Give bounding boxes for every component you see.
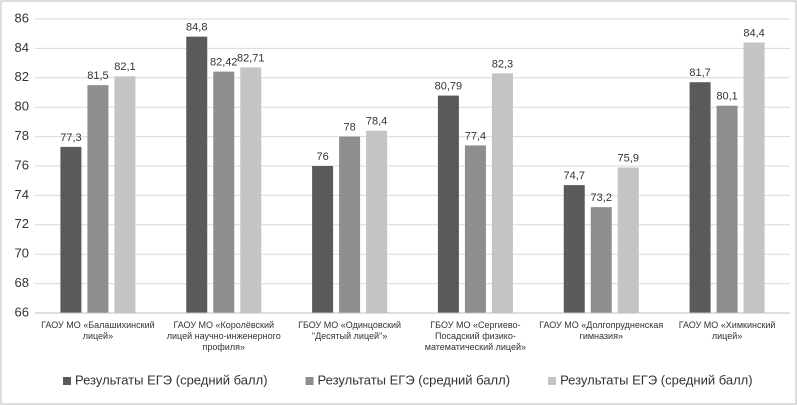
bar — [213, 71, 235, 313]
bar — [689, 82, 711, 314]
x-tick-label: ГАОУ МО «Химкинский лицей» — [678, 320, 776, 341]
y-tick-label: 70 — [15, 246, 29, 261]
bar — [114, 76, 136, 313]
y-tick-label: 72 — [15, 216, 29, 231]
data-label: 78 — [343, 122, 355, 134]
y-tick-label: 84 — [15, 40, 29, 55]
x-tick-label: ГАОУ МО «Балашихинский лицей» — [41, 320, 155, 341]
y-tick-label: 66 — [15, 304, 29, 319]
y-tick-label: 82 — [15, 69, 29, 84]
data-label: 82,71 — [237, 52, 265, 64]
data-label: 74,7 — [564, 170, 585, 182]
legend-label: Результаты ЕГЭ (средний балл) — [318, 372, 511, 387]
bar — [590, 207, 612, 313]
data-label: 75,9 — [618, 152, 639, 164]
data-label: 76 — [316, 151, 328, 163]
y-tick-label: 76 — [15, 157, 29, 172]
data-label: 80,79 — [435, 80, 463, 92]
x-tick-label: ГБОУ МО «Сергиево-Посадский физико-матем… — [424, 320, 527, 352]
data-label: 80,1 — [716, 91, 737, 103]
bar — [60, 146, 82, 313]
data-label: 78,4 — [366, 116, 387, 128]
data-label: 77,3 — [60, 132, 81, 144]
bar — [716, 105, 738, 313]
data-label: 77,4 — [465, 130, 486, 142]
y-tick-label: 78 — [15, 128, 29, 143]
data-label: 81,7 — [689, 67, 710, 79]
legend-label: Результаты ЕГЭ (средний балл) — [75, 372, 268, 387]
data-label: 82,1 — [114, 61, 135, 73]
bar — [186, 36, 208, 313]
y-tick-label: 80 — [15, 99, 29, 114]
data-label: 82,3 — [492, 58, 513, 70]
y-tick-label: 74 — [15, 187, 29, 202]
data-label: 84,4 — [743, 27, 764, 39]
bar — [617, 167, 639, 313]
bar — [339, 136, 361, 313]
data-label: 73,2 — [591, 192, 612, 204]
bar — [743, 42, 765, 314]
legend-swatch — [305, 377, 314, 385]
y-tick-label: 68 — [15, 275, 29, 290]
legend-label: Результаты ЕГЭ (средний балл) — [560, 372, 753, 387]
x-tick-label: ГАОУ МО «Королёвский лицей научно-инжене… — [166, 320, 281, 352]
bar — [563, 185, 585, 313]
x-tick-label: ГБОУ МО «Одинцовский "Десятый лицей"» — [298, 320, 402, 341]
bar — [464, 145, 486, 313]
data-label: 81,5 — [87, 70, 108, 82]
legend-swatch — [548, 377, 557, 385]
x-tick-label: ГАОУ МО «Долгопрудненская гимназия» — [539, 320, 664, 341]
y-tick-label: 86 — [15, 10, 29, 25]
data-label: 84,8 — [186, 22, 207, 34]
data-label: 82,42 — [210, 57, 238, 69]
bar — [240, 67, 262, 313]
bar — [312, 166, 334, 313]
legend-swatch — [63, 377, 71, 385]
bar — [491, 73, 513, 313]
bar — [87, 85, 109, 314]
bar — [437, 95, 459, 313]
bar — [366, 130, 388, 313]
